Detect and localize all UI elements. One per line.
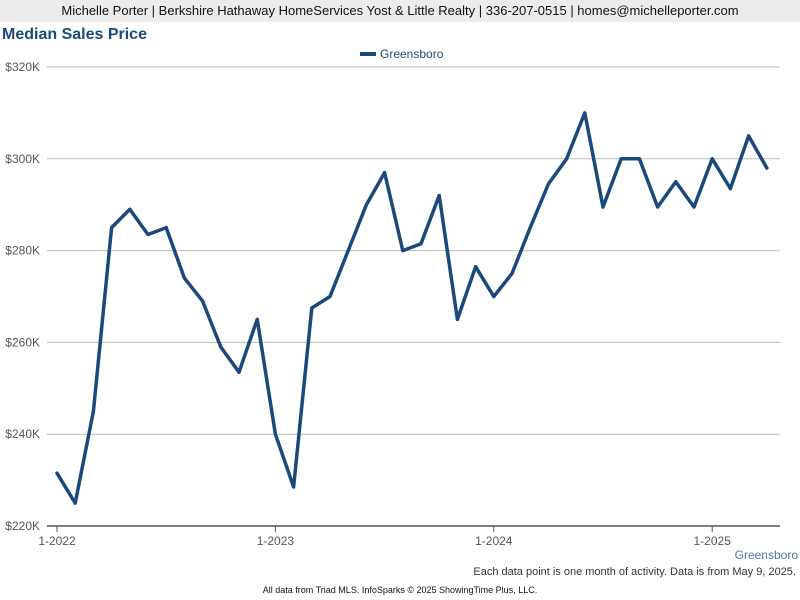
- series-tag[interactable]: Greensboro: [734, 548, 798, 562]
- data-point: [565, 157, 569, 161]
- data-point: [110, 226, 114, 230]
- data-point: [419, 242, 423, 246]
- data-point: [219, 345, 223, 349]
- data-point: [492, 294, 496, 299]
- y-tick-label: $320K: [5, 60, 40, 74]
- data-point: [583, 111, 587, 115]
- data-note: Each data point is one month of activity…: [473, 566, 796, 578]
- data-point: [346, 249, 350, 253]
- data-point: [164, 226, 168, 230]
- data-point: [328, 294, 332, 299]
- x-tick-label: 1-2023: [257, 534, 295, 548]
- data-point: [383, 170, 387, 175]
- legend-swatch: [360, 51, 376, 56]
- y-tick-label: $280K: [5, 244, 40, 258]
- data-point: [510, 271, 514, 276]
- data-point: [528, 226, 532, 230]
- footer-credit: All data from Triad MLS. InfoSparks © 20…: [262, 585, 538, 595]
- series-line: [55, 111, 769, 505]
- y-tick-label: $300K: [5, 152, 40, 166]
- y-tick-label: $240K: [5, 427, 40, 441]
- data-point: [747, 134, 751, 138]
- y-tick-label: $260K: [5, 335, 40, 349]
- data-point: [55, 471, 59, 475]
- data-point: [310, 306, 314, 310]
- data-point: [273, 432, 277, 436]
- y-tick-label: $220K: [5, 519, 40, 533]
- x-tick-label: 1-2022: [38, 534, 76, 548]
- x-tick-label: 1-2025: [694, 534, 732, 548]
- data-point: [637, 157, 642, 161]
- chart-title: Median Sales Price: [2, 26, 147, 43]
- legend[interactable]: Greensboro: [360, 47, 443, 61]
- legend-label: Greensboro: [380, 47, 444, 61]
- data-point: [364, 203, 368, 207]
- data-point: [437, 193, 441, 198]
- data-point: [710, 157, 714, 161]
- contact-header: Michelle Porter | Berkshire Hathaway Hom…: [0, 0, 800, 22]
- data-point: [201, 299, 205, 303]
- data-point: [619, 157, 623, 161]
- data-point: [237, 370, 241, 374]
- data-point: [146, 232, 150, 237]
- data-point: [692, 205, 696, 209]
- data-point: [546, 182, 551, 186]
- data-point: [765, 166, 769, 170]
- data-point: [73, 501, 77, 505]
- data-point: [128, 207, 132, 211]
- data-point: [728, 187, 733, 191]
- data-point: [455, 317, 459, 322]
- data-point: [601, 205, 605, 209]
- data-point: [91, 409, 95, 413]
- data-point: [474, 265, 478, 269]
- data-point: [182, 276, 186, 280]
- data-point: [255, 317, 259, 322]
- data-point: [292, 485, 296, 489]
- x-tick-label: 1-2024: [475, 534, 513, 548]
- data-point: [674, 180, 678, 184]
- data-point: [401, 249, 405, 253]
- data-point: [656, 205, 660, 209]
